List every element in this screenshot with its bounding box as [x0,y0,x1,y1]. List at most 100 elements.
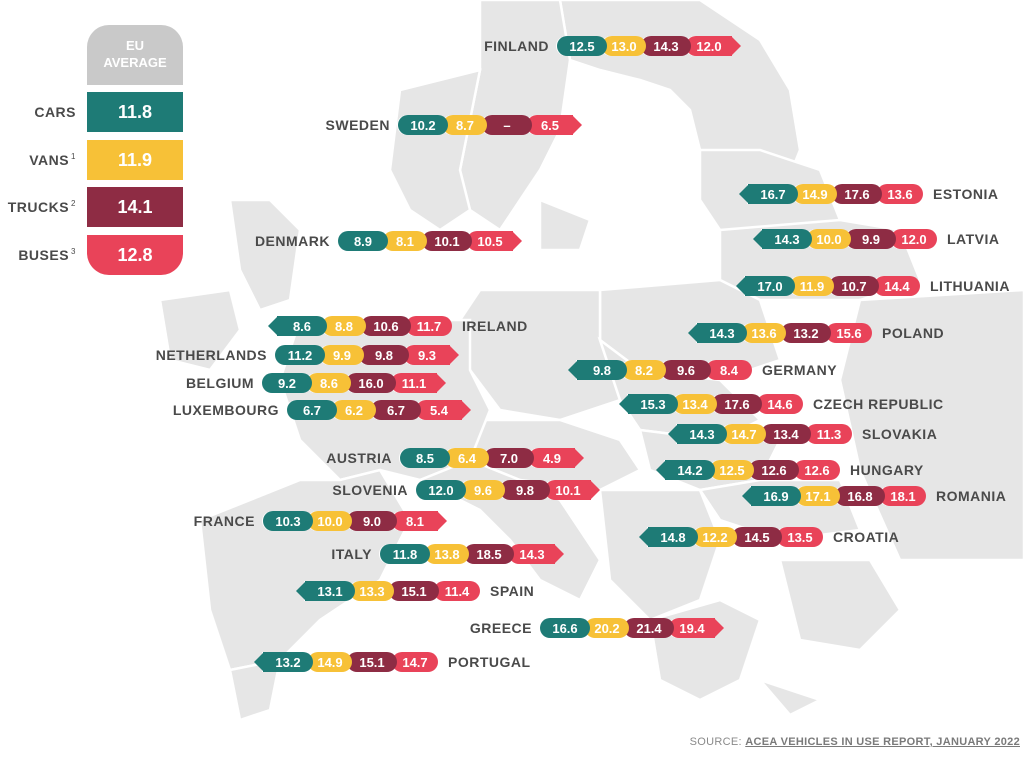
value-vans: 10.0 [807,229,851,249]
value-trucks: 18.5 [464,544,514,564]
value-trucks: 15.1 [389,581,439,601]
source-link[interactable]: ACEA VEHICLES IN USE REPORT, JANUARY 202… [745,736,1020,748]
legend-value-buses: 12.8 [87,235,183,275]
value-trucks: 17.6 [832,184,882,204]
value-vans: 6.2 [332,400,376,420]
country-name-finland: FINLAND [484,38,549,54]
value-cars: 9.8 [568,360,627,380]
country-values-greece: 16.6 20.2 21.4 19.4 [540,618,724,638]
value-buses: 14.4 [874,276,920,296]
value-vans: 14.7 [722,424,766,444]
country-values-slovenia: 12.0 9.6 9.8 10.1 [416,480,600,500]
value-buses: 11.3 [806,424,852,444]
value-buses: 6.5 [527,115,582,135]
value-buses: 14.7 [392,652,438,672]
value-trucks: 12.6 [749,460,799,480]
country-values-ireland: 8.6 8.8 10.6 11.7 [268,316,452,336]
country-name-portugal: PORTUGAL [448,654,531,670]
legend-header-line1: EU [125,38,145,53]
country-values-slovakia: 14.3 14.7 13.4 11.3 [668,424,852,444]
value-cars: 8.6 [268,316,327,336]
value-trucks: 9.9 [846,229,896,249]
value-cars: 13.2 [254,652,313,672]
legend-label-vans: VANS 1 [29,152,76,168]
country-name-slovenia: SLOVENIA [332,482,408,498]
value-trucks: 9.0 [347,511,397,531]
value-cars: 16.9 [742,486,801,506]
legend-label-cars-text: CARS [34,104,76,120]
legend-label-buses-text: BUSES [18,247,70,263]
value-cars: 12.5 [557,36,607,56]
country-values-poland: 14.3 13.6 13.2 15.6 [688,323,872,343]
value-cars: 17.0 [736,276,795,296]
country-name-sweden: SWEDEN [325,117,390,133]
country-values-lithuania: 17.0 11.9 10.7 14.4 [736,276,920,296]
country-name-spain: SPAIN [490,583,535,599]
value-vans: 10.0 [308,511,352,531]
country-values-germany: 9.8 8.2 9.6 8.4 [568,360,752,380]
value-vans: 17.1 [796,486,840,506]
value-cars: 16.7 [739,184,798,204]
value-trucks: 14.3 [641,36,691,56]
value-buses: 8.1 [392,511,447,531]
value-vans: 8.6 [307,373,351,393]
value-cars: 8.9 [338,231,388,251]
value-trucks: 16.8 [835,486,885,506]
value-cars: 13.1 [296,581,355,601]
footnote-marker: 2 [71,199,76,209]
legend-value-cars: 11.8 [87,92,183,132]
value-vans: 20.2 [585,618,629,638]
legend-header: EU AVERAGE [87,25,183,85]
legend-label-cars: CARS [34,104,76,120]
value-cars: 9.2 [262,373,312,393]
country-name-greece: GREECE [469,620,532,636]
value-trucks: 7.0 [484,448,534,468]
value-buses: 14.6 [757,394,803,414]
country-values-sweden: 10.2 8.7–6.5 [398,115,582,135]
country-values-denmark: 8.9 8.1 10.1 10.5 [338,231,522,251]
footnote-marker: 3 [71,247,76,257]
value-buses: 8.4 [706,360,752,380]
value-buses: 10.5 [467,231,522,251]
legend-header-line2: AVERAGE [103,55,167,70]
value-cars: 14.2 [656,460,715,480]
country-name-germany: GERMANY [762,362,838,378]
country-values-france: 10.3 10.0 9.0 8.1 [263,511,447,531]
value-buses: 12.0 [686,36,741,56]
country-values-portugal: 13.2 14.9 15.1 14.7 [254,652,438,672]
country-name-czech-republic: CZECH REPUBLIC [813,396,944,412]
country-name-netherlands: NETHERLANDS [155,347,267,363]
country-values-latvia: 14.3 10.0 9.9 12.0 [753,229,937,249]
value-vans: 13.6 [742,323,786,343]
value-buses: 5.4 [416,400,471,420]
country-values-austria: 8.5 6.4 7.0 4.9 [400,448,584,468]
legend-value-trucks: 14.1 [87,187,183,227]
value-buses: 13.5 [777,527,823,547]
country-values-finland: 12.5 13.0 14.3 12.0 [557,36,741,56]
country-values-spain: 13.1 13.3 15.1 11.4 [296,581,480,601]
country-name-austria: AUSTRIA [326,450,392,466]
country-name-lithuania: LITHUANIA [930,278,1010,294]
country-name-italy: ITALY [331,546,372,562]
value-cars: 12.0 [416,480,466,500]
value-trucks: 10.6 [361,316,411,336]
country-name-latvia: LATVIA [947,231,1000,247]
country-name-romania: ROMANIA [936,488,1007,504]
country-values-netherlands: 11.2 9.9 9.8 9.3 [275,345,459,365]
country-name-slovakia: SLOVAKIA [862,426,938,442]
value-cars: 14.3 [753,229,812,249]
value-vans: 9.9 [320,345,364,365]
country-values-italy: 11.8 13.8 18.5 14.3 [380,544,564,564]
value-vans: 8.8 [322,316,366,336]
value-trucks: 10.7 [829,276,879,296]
country-name-hungary: HUNGARY [850,462,924,478]
country-name-ireland: IRELAND [462,318,528,334]
value-buses: 4.9 [529,448,584,468]
value-buses: 10.1 [545,480,600,500]
value-trucks: 16.0 [346,373,396,393]
legend-label-trucks-text: TRUCKS [7,199,70,215]
value-buses: 11.7 [406,316,452,336]
country-name-estonia: ESTONIA [933,186,999,202]
country-name-denmark: DENMARK [254,233,330,249]
